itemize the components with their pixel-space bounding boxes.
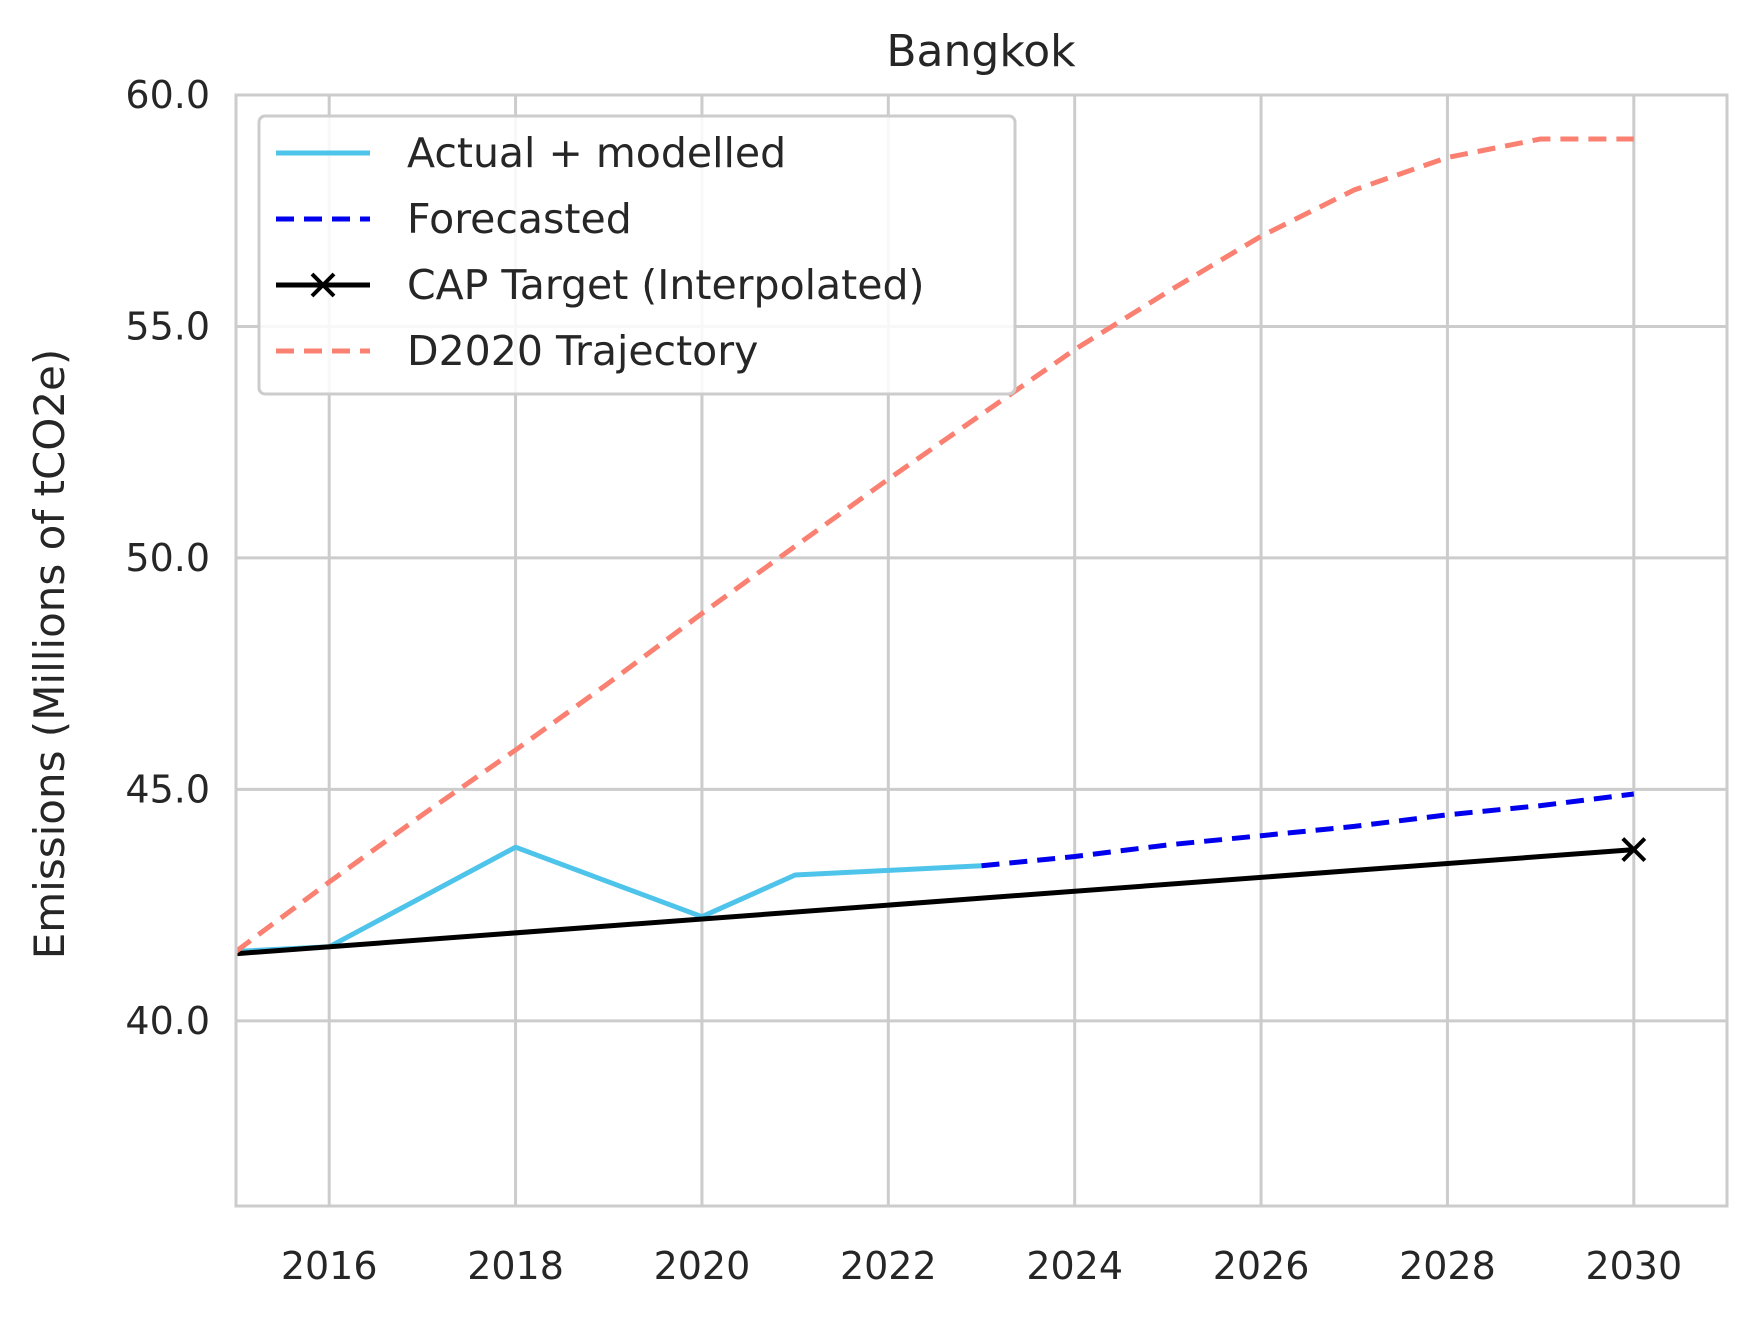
x-tick-label: 2028 (1399, 1244, 1496, 1288)
y-axis-title: Emissions (Millions of tCO2e) (25, 349, 74, 960)
legend-entry-cap-target-interpolated: CAP Target (Interpolated) (276, 261, 925, 309)
series-line-forecasted (981, 791, 1635, 869)
x-tick-label: 2018 (467, 1244, 564, 1288)
series-layer (234, 136, 1647, 957)
legend-box (257, 114, 1017, 396)
legend-label: Actual + modelled (407, 129, 786, 177)
marker-stroke (1621, 837, 1647, 862)
y-tick-label: 40.0 (125, 999, 210, 1043)
legend-marker-stroke (310, 272, 336, 298)
x-tick-label: 2024 (1026, 1244, 1123, 1288)
y-tick-label: 60.0 (125, 73, 210, 117)
chart-title: Bangkok (886, 26, 1076, 77)
tick-labels: 2016 2018 2020 2022 2024 2026 2028 2030 40.0 45.0… (125, 73, 1682, 1288)
x-tick-label: 2022 (840, 1244, 937, 1288)
legend-entry-d2020-trajectory: D2020 Trajectory (276, 327, 758, 375)
series-line-cap-target-interpolated (235, 847, 1634, 957)
y-tick-label: 45.0 (125, 767, 210, 811)
series-line-d2020-trajectory (234, 136, 1634, 954)
plot-frame (234, 93, 1729, 1208)
legend-label: D2020 Trajectory (407, 327, 758, 375)
legend-label: Forecasted (407, 195, 632, 243)
y-tick-label: 50.0 (125, 536, 210, 580)
x-tick-label: 2026 (1213, 1244, 1310, 1288)
legend-entry-forecasted: Forecasted (276, 195, 632, 243)
x-tick-label: 2030 (1585, 1244, 1682, 1288)
data-point-marker (1621, 837, 1647, 862)
legend-label: CAP Target (Interpolated) (407, 261, 925, 309)
x-tick-label: 2020 (654, 1244, 751, 1288)
legend: Actual + modelled Forecasted CAP Target (I… (257, 114, 1017, 396)
x-tick-label: 2016 (281, 1244, 378, 1288)
y-tick-label: 55.0 (125, 304, 210, 348)
legend-entry-actual-modelled: Actual + modelled (276, 129, 786, 177)
